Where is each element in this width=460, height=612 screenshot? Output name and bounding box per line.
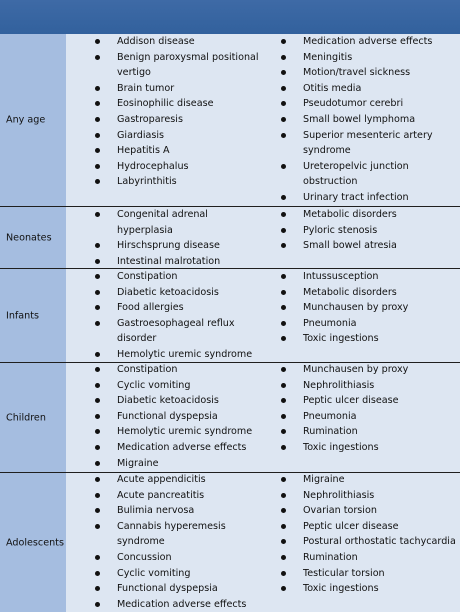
list-item: Medication adverse effects <box>281 34 460 50</box>
row-body: Addison disease Benign paroxysmal positio… <box>66 34 460 219</box>
row-body: Congenital adrenal hyperplasia Hirschspru… <box>66 207 460 268</box>
list-item: Hirschsprung disease <box>95 238 265 254</box>
list-item: Urinary tract infection <box>281 190 460 206</box>
list-item: Diabetic ketoacidosis <box>95 393 265 409</box>
list-item: Cyclic vomiting <box>95 566 265 582</box>
list-item: Migraine <box>95 456 265 472</box>
list-item: Ureteropelvic junction obstruction <box>281 159 460 190</box>
list-item: Gastroesophageal reflux disorder <box>95 316 265 347</box>
list-item: Pneumonia <box>281 316 460 332</box>
list-item: Cannabis hyperemesis syndrome <box>95 519 265 550</box>
list-item: Nephrolithiasis <box>281 488 460 504</box>
list-item: Diabetic ketoacidosis <box>95 285 265 301</box>
list-column-2: Migraine Nephrolithiasis Ovarian torsion Pe… <box>281 472 460 597</box>
list-column-2: Intussusception Metabolic disorders Muncha… <box>281 269 460 347</box>
list-item: Addison disease <box>95 34 265 50</box>
row-label: Any age <box>6 114 46 126</box>
list-item: Medication adverse effects <box>95 597 265 612</box>
list-item: Metabolic disorders <box>281 285 460 301</box>
table-row-infants: Infants Constipation Diabetic ketoacidosi… <box>0 269 460 363</box>
list-column-1: Constipation Cyclic vomiting Diabetic keto… <box>95 362 265 472</box>
list-column-1: Acute appendicitis Acute pancreatitis Buli… <box>95 472 265 612</box>
list-item: Pneumonia <box>281 409 460 425</box>
table-row-neonates: Neonates Congenital adrenal hyperplasia H… <box>0 207 460 269</box>
list-item: Peptic ulcer disease <box>281 393 460 409</box>
row-label-cell: Neonates <box>0 207 66 268</box>
list-item: Intestinal malrotation <box>95 254 265 270</box>
list-item: Functional dyspepsia <box>95 581 265 597</box>
list-item: Munchausen by proxy <box>281 300 460 316</box>
list-item: Medication adverse effects <box>95 440 265 456</box>
row-label-cell: Infants <box>0 269 66 362</box>
list-item: Ovarian torsion <box>281 503 460 519</box>
table-row-adolescents: Adolescents Acute appendicitis Acute panc… <box>0 473 460 612</box>
list-item: Bulimia nervosa <box>95 503 265 519</box>
row-label-cell: Adolescents <box>0 473 66 612</box>
list-item: Postural orthostatic tachycardia <box>281 534 460 550</box>
list-item: Food allergies <box>95 300 265 316</box>
row-label: Children <box>6 412 46 423</box>
row-body: Acute appendicitis Acute pancreatitis Buli… <box>66 473 460 612</box>
list-item: Metabolic disorders <box>281 207 460 223</box>
list-item: Migraine <box>281 472 460 488</box>
list-item: Rumination <box>281 424 460 440</box>
list-item: Otitis media <box>281 81 460 97</box>
list-item: Acute appendicitis <box>95 472 265 488</box>
list-item: Intussusception <box>281 269 460 285</box>
list-item: Rumination <box>281 550 460 566</box>
list-item: Nephrolithiasis <box>281 378 460 394</box>
list-item: Hydrocephalus <box>95 159 265 175</box>
list-item: Toxic ingestions <box>281 581 460 597</box>
table-header-bar <box>0 0 460 35</box>
row-label: Infants <box>6 310 40 321</box>
list-item: Meningitis <box>281 50 460 66</box>
list-column-2: Medication adverse effects Meningitis Moti… <box>281 34 460 221</box>
row-label-cell: Any age <box>0 34 66 206</box>
list-item: Brain tumor <box>95 81 265 97</box>
list-item: Small bowel lymphoma <box>281 112 460 128</box>
list-column-1: Congenital adrenal hyperplasia Hirschspru… <box>95 207 265 270</box>
list-item: Testicular torsion <box>281 566 460 582</box>
list-item: Congenital adrenal hyperplasia <box>95 207 265 238</box>
list-item: Small bowel atresia <box>281 238 460 254</box>
row-label: Neonates <box>6 232 52 243</box>
list-item: Munchausen by proxy <box>281 362 460 378</box>
list-item: Concussion <box>95 550 265 566</box>
list-item: Benign paroxysmal positional vertigo <box>95 50 265 81</box>
table-row-any-age: Any age Addison disease Benign paroxysmal… <box>0 34 460 219</box>
list-item: Pyloric stenosis <box>281 223 460 239</box>
row-label-cell: Children <box>0 363 66 472</box>
list-item: Toxic ingestions <box>281 440 460 456</box>
list-item: Giardiasis <box>95 128 265 144</box>
list-item: Toxic ingestions <box>281 331 460 347</box>
list-item: Hemolytic uremic syndrome <box>95 424 265 440</box>
list-item: Superior mesenteric artery syndrome <box>281 128 460 159</box>
list-item: Functional dyspepsia <box>95 409 265 425</box>
list-item: Gastroparesis <box>95 112 265 128</box>
list-item: Hepatitis A <box>95 143 265 159</box>
list-item: Eosinophilic disease <box>95 96 265 112</box>
row-label: Adolescents <box>6 537 64 548</box>
list-item: Pseudotumor cerebri <box>281 96 460 112</box>
list-column-2: Metabolic disorders Pyloric stenosis Small… <box>281 207 460 254</box>
list-item: Hemolytic uremic syndrome <box>95 347 265 363</box>
list-item: Motion/travel sickness <box>281 65 460 81</box>
list-item: Acute pancreatitis <box>95 488 265 504</box>
list-item: Cyclic vomiting <box>95 378 265 394</box>
row-body: Constipation Diabetic ketoacidosis Food al… <box>66 269 460 362</box>
row-body: Constipation Cyclic vomiting Diabetic keto… <box>66 363 460 472</box>
list-column-2: Munchausen by proxy Nephrolithiasis Peptic… <box>281 362 460 456</box>
list-item: Labyrinthitis <box>95 174 265 190</box>
list-column-1: Addison disease Benign paroxysmal positio… <box>95 34 265 190</box>
list-item: Peptic ulcer disease <box>281 519 460 535</box>
list-item: Constipation <box>95 269 265 285</box>
list-item: Constipation <box>95 362 265 378</box>
list-column-1: Constipation Diabetic ketoacidosis Food al… <box>95 269 265 363</box>
table-row-children: Children Constipation Cyclic vomiting Diab… <box>0 363 460 473</box>
